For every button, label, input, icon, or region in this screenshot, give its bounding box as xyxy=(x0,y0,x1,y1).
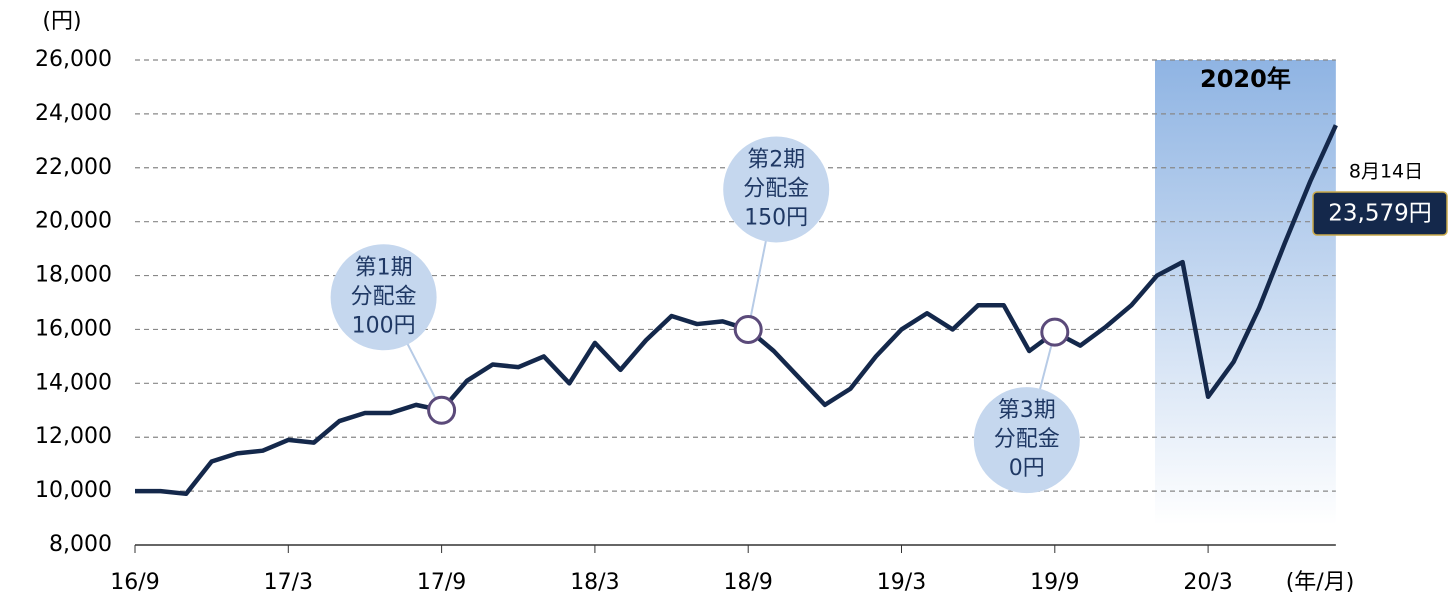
x-unit: (年/月) xyxy=(1286,570,1355,595)
end-value-label: 23,579円 xyxy=(1328,201,1431,227)
y-tick-label: 20,000 xyxy=(35,209,112,234)
y-tick-label: 22,000 xyxy=(35,155,112,180)
end-date: 8月14日 xyxy=(1349,161,1423,183)
end-value-box xyxy=(1312,191,1448,236)
callout-text: 分配金 xyxy=(994,427,1060,452)
y-tick-label: 14,000 xyxy=(35,370,112,395)
callout-text: 100円 xyxy=(352,313,416,338)
x-tick-label: 18/9 xyxy=(723,570,772,595)
distribution-marker xyxy=(427,395,457,425)
x-tick-label: 17/9 xyxy=(417,570,466,595)
callout-text: 第2期 xyxy=(747,147,805,172)
x-tick-label: 17/3 xyxy=(264,570,313,595)
callout-bubble xyxy=(973,387,1080,494)
callout-text: 第1期 xyxy=(355,255,413,280)
highlight-band xyxy=(1155,60,1336,525)
callout-text: 分配金 xyxy=(743,176,809,201)
x-tick-label: 18/3 xyxy=(570,570,619,595)
distribution-marker xyxy=(733,314,763,344)
callout-text: 第3期 xyxy=(998,398,1056,423)
y-tick-label: 12,000 xyxy=(35,424,112,449)
callout-text: 150円 xyxy=(744,205,808,230)
callout-text: 0円 xyxy=(1009,456,1045,481)
callout-bubble xyxy=(723,136,830,243)
x-tick-label: 16/9 xyxy=(110,570,159,595)
highlight-label: 2020年 xyxy=(1200,65,1291,93)
y-tick-label: 8,000 xyxy=(49,532,112,557)
y-tick-label: 10,000 xyxy=(35,478,112,503)
callout-bubble xyxy=(330,244,437,351)
x-tick-label: 20/3 xyxy=(1183,570,1232,595)
y-unit: (円) xyxy=(42,9,81,34)
x-tick-label: 19/9 xyxy=(1030,570,1079,595)
y-tick-label: 18,000 xyxy=(35,263,112,288)
y-tick-label: 16,000 xyxy=(35,316,112,341)
distribution-marker xyxy=(1040,317,1070,347)
x-tick-label: 19/3 xyxy=(877,570,926,595)
y-tick-label: 26,000 xyxy=(35,47,112,72)
callout-text: 分配金 xyxy=(351,284,417,309)
y-tick-label: 24,000 xyxy=(35,101,112,126)
